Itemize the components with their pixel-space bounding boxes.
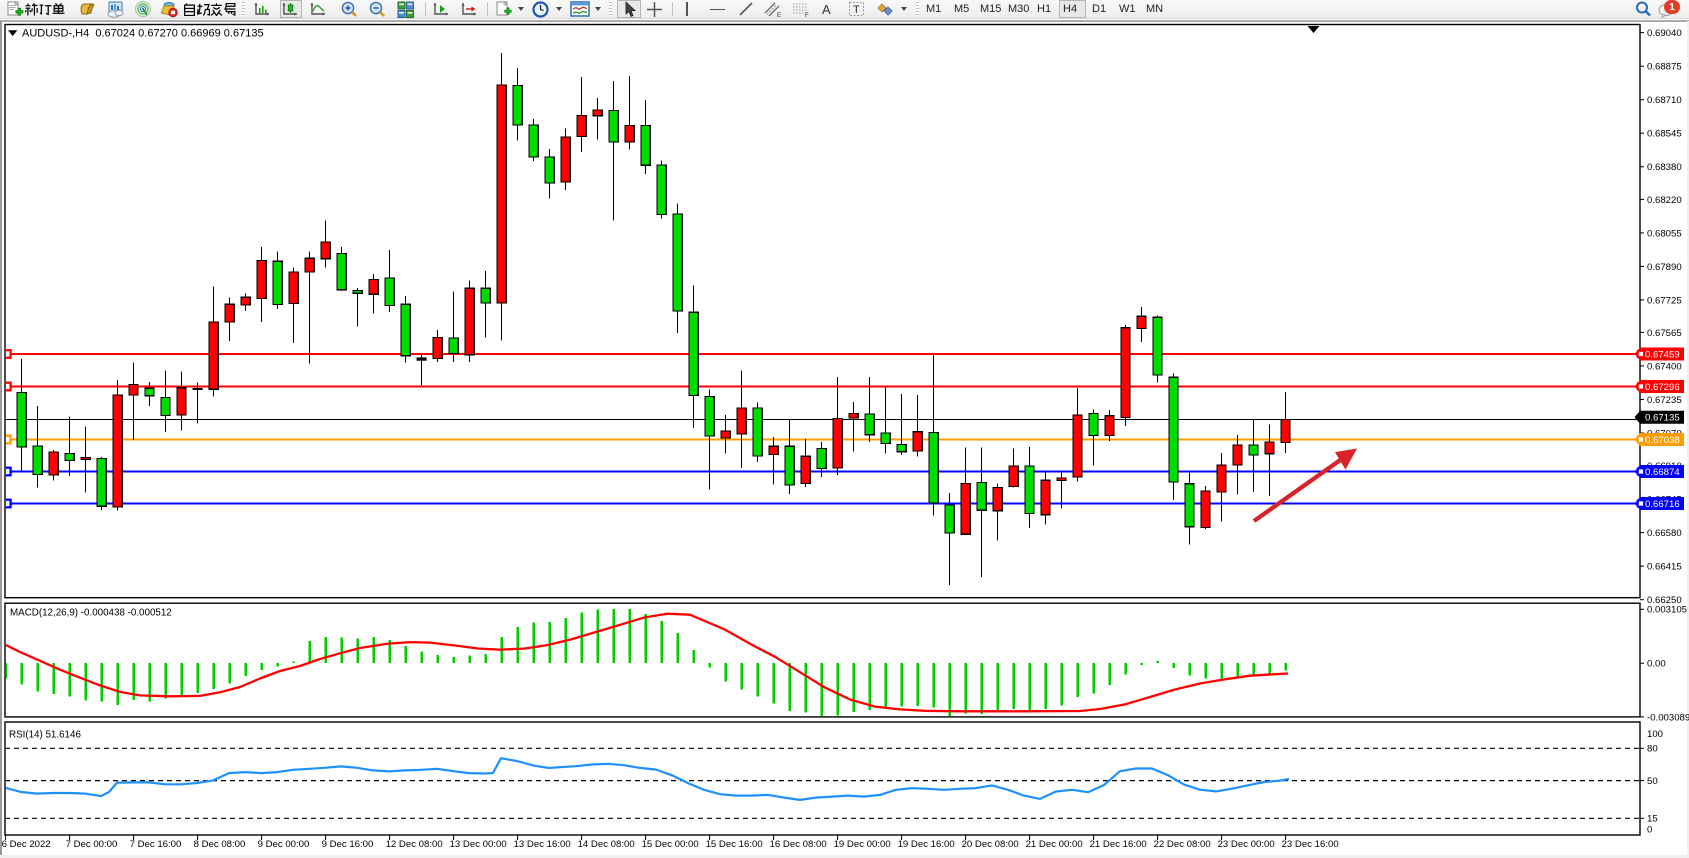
svg-text:9 Dec 16:00: 9 Dec 16:00 [322, 839, 374, 850]
svg-text:0.68055: 0.68055 [1647, 228, 1682, 239]
svg-text:20 Dec 08:00: 20 Dec 08:00 [962, 839, 1019, 850]
svg-text:0.67890: 0.67890 [1647, 262, 1682, 273]
svg-text:21 Dec 16:00: 21 Dec 16:00 [1090, 839, 1147, 850]
svg-text:9 Dec 00:00: 9 Dec 00:00 [258, 839, 310, 850]
svg-text:0.68545: 0.68545 [1647, 129, 1682, 140]
svg-text:0.66250: 0.66250 [1647, 595, 1682, 606]
svg-text:0.67400: 0.67400 [1647, 361, 1682, 372]
svg-text:0.66415: 0.66415 [1647, 562, 1682, 573]
svg-text:15 Dec 00:00: 15 Dec 00:00 [642, 839, 699, 850]
svg-text:0.67725: 0.67725 [1647, 295, 1682, 306]
svg-text:0.68220: 0.68220 [1647, 195, 1682, 206]
svg-text:F: F [805, 13, 809, 18]
svg-text:-0.003089: -0.003089 [1647, 712, 1689, 723]
svg-text:15 Dec 16:00: 15 Dec 16:00 [706, 839, 763, 850]
svg-text:12 Dec 08:00: 12 Dec 08:00 [386, 839, 443, 850]
svg-text:0.66874: 0.66874 [1645, 467, 1680, 478]
svg-text:0.67565: 0.67565 [1647, 328, 1682, 339]
svg-text:0.66716: 0.66716 [1645, 499, 1680, 510]
svg-text:E: E [777, 13, 781, 18]
svg-text:0.66580: 0.66580 [1647, 528, 1682, 539]
svg-text:0.67135: 0.67135 [1645, 413, 1680, 424]
svg-text:19 Dec 00:00: 19 Dec 00:00 [834, 839, 891, 850]
svg-text:13 Dec 16:00: 13 Dec 16:00 [514, 839, 571, 850]
svg-text:0.003105: 0.003105 [1647, 605, 1687, 616]
svg-text:19 Dec 16:00: 19 Dec 16:00 [898, 839, 955, 850]
svg-text:0.67459: 0.67459 [1645, 349, 1680, 360]
svg-text:7 Dec 00:00: 7 Dec 00:00 [66, 839, 118, 850]
svg-text:100: 100 [1647, 729, 1663, 740]
svg-text:50: 50 [1647, 776, 1658, 787]
svg-text:0.67296: 0.67296 [1645, 382, 1680, 393]
svg-text:21 Dec 00:00: 21 Dec 00:00 [1026, 839, 1083, 850]
svg-text:80: 80 [1647, 744, 1658, 755]
svg-text:23 Dec 00:00: 23 Dec 00:00 [1218, 839, 1275, 850]
svg-text:AUDUSD-,H4 0.67024 0.67270 0.: AUDUSD-,H4 0.67024 0.67270 0.66969 0.671… [22, 28, 264, 40]
svg-text:0.69040: 0.69040 [1647, 28, 1682, 39]
svg-text:MACD(12,26,9) -0.000438 -0.000: MACD(12,26,9) -0.000438 -0.000512 [10, 608, 172, 619]
svg-text:7 Dec 16:00: 7 Dec 16:00 [130, 839, 182, 850]
svg-text:15: 15 [1647, 814, 1658, 825]
svg-text:RSI(14) 51.6146: RSI(14) 51.6146 [9, 730, 81, 741]
svg-text:16 Dec 08:00: 16 Dec 08:00 [770, 839, 827, 850]
svg-text:23 Dec 16:00: 23 Dec 16:00 [1282, 839, 1339, 850]
svg-text:0.68710: 0.68710 [1647, 95, 1682, 106]
svg-text:0.68380: 0.68380 [1647, 162, 1682, 173]
svg-text:0: 0 [1647, 825, 1652, 836]
svg-text:T: T [853, 4, 860, 16]
svg-text:0.68875: 0.68875 [1647, 62, 1682, 73]
svg-text:0.67038: 0.67038 [1645, 435, 1680, 446]
svg-text:6 Dec 2022: 6 Dec 2022 [2, 839, 51, 850]
svg-text:0.00: 0.00 [1647, 659, 1666, 670]
svg-text:8 Dec 08:00: 8 Dec 08:00 [194, 839, 246, 850]
svg-text:0.67235: 0.67235 [1647, 395, 1682, 406]
svg-text:14 Dec 08:00: 14 Dec 08:00 [578, 839, 635, 850]
svg-text:13 Dec 00:00: 13 Dec 00:00 [450, 839, 507, 850]
svg-text:22 Dec 08:00: 22 Dec 08:00 [1154, 839, 1211, 850]
